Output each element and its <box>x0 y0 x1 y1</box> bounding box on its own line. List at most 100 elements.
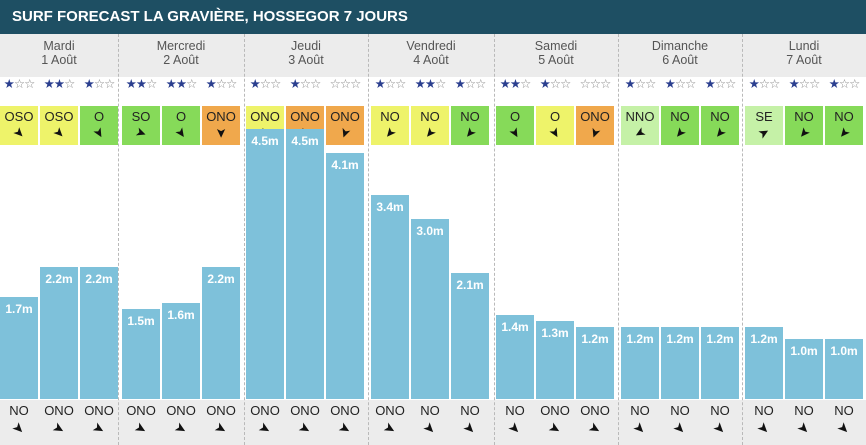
star-icon: ☆ <box>589 77 601 91</box>
wave-height-label: 4.5m <box>291 134 319 148</box>
star-icon: ★ <box>828 77 840 91</box>
rating-stars: ★☆☆ <box>825 77 863 91</box>
day-date: 4 Août <box>413 53 449 67</box>
star-icon: ☆ <box>685 77 696 91</box>
wind-arrow-icon: ➤ <box>381 124 400 143</box>
swell-direction-label: ONO <box>375 403 405 418</box>
star-icon: ★ <box>135 77 147 91</box>
star-icon: ☆ <box>600 77 611 91</box>
day-separator <box>368 34 369 445</box>
star-icon: ★ <box>424 77 436 91</box>
star-icon: ☆ <box>186 77 197 91</box>
wind-box: O ➤ <box>80 106 118 145</box>
wind-direction-label: ONO <box>330 109 360 124</box>
swell-direction-label: ONO <box>166 403 196 418</box>
star-icon: ☆ <box>350 77 361 91</box>
wave-height-label: 1.2m <box>626 332 654 346</box>
day-separator <box>494 34 495 445</box>
wave-height-label: 1.5m <box>127 314 155 328</box>
wave-height-bar <box>202 267 240 399</box>
star-icon: ☆ <box>560 77 571 91</box>
star-icon: ☆ <box>769 77 780 91</box>
day-separator <box>118 34 119 445</box>
wind-direction-label: OSO <box>4 109 34 124</box>
star-icon: ☆ <box>64 77 75 91</box>
star-icon: ☆ <box>809 77 820 91</box>
wind-direction-label: ONO <box>290 109 320 124</box>
wind-direction-label: ONO <box>250 109 280 124</box>
star-icon: ☆ <box>645 77 656 91</box>
wave-height-bar <box>122 309 160 399</box>
wind-arrow-icon: ➤ <box>10 123 29 142</box>
swell-band <box>0 400 866 445</box>
star-icon: ☆ <box>714 77 726 91</box>
wave-height-label: 1.7m <box>5 302 33 316</box>
day-date: 6 Août <box>662 53 698 67</box>
wave-height-bar <box>40 267 78 399</box>
rating-stars: ★☆☆ <box>745 77 783 91</box>
wave-height-bar <box>621 327 659 399</box>
swell-direction-label: ONO <box>44 403 74 418</box>
wind-arrow-icon: ➤ <box>835 124 854 143</box>
star-icon: ★ <box>748 77 760 91</box>
wave-height-bar <box>536 321 574 399</box>
wave-height-bar <box>371 195 409 399</box>
swell-direction-label: ONO <box>250 403 280 418</box>
wave-height-bar <box>326 153 364 399</box>
wind-box: ONO➤ <box>202 106 240 145</box>
swell-direction-label: NO <box>420 403 440 418</box>
wind-box: NO ➤ <box>451 106 489 145</box>
star-icon: ★ <box>624 77 636 91</box>
day-date: 3 Août <box>288 53 324 67</box>
star-icon: ☆ <box>13 77 25 91</box>
wind-box: NO ➤ <box>785 106 823 145</box>
wind-arrow-icon: ➤ <box>631 124 649 143</box>
star-icon: ☆ <box>226 77 237 91</box>
wind-direction-label: O <box>549 109 561 124</box>
day-name: Dimanche <box>651 39 709 53</box>
rating-stars: ★☆☆ <box>621 77 659 91</box>
rating-stars: ★☆☆ <box>202 77 240 91</box>
wave-height-label: 2.2m <box>45 272 73 286</box>
star-icon: ☆ <box>299 77 311 91</box>
wind-arrow-icon: ➤ <box>90 124 109 142</box>
rating-stars: ★☆☆ <box>246 77 284 91</box>
wave-height-label: 1.2m <box>666 332 694 346</box>
rating-stars: ★☆☆ <box>661 77 699 91</box>
wave-height-bar <box>451 273 489 399</box>
wave-height-label: 3.0m <box>416 224 444 238</box>
star-icon: ☆ <box>93 77 105 91</box>
star-icon: ★ <box>125 77 137 91</box>
wind-direction-label: O <box>175 109 187 124</box>
rating-stars: ★☆☆ <box>371 77 409 91</box>
star-icon: ★ <box>539 77 551 91</box>
wave-height-label: 1.2m <box>750 332 778 346</box>
wind-arrow-icon: ➤ <box>421 124 440 143</box>
wave-height-bar <box>576 327 614 399</box>
wind-direction-label: SO <box>131 109 151 124</box>
star-icon: ★ <box>454 77 466 91</box>
rating-stars: ★☆☆ <box>536 77 574 91</box>
wind-direction-label: NO <box>834 109 854 124</box>
star-icon: ★ <box>53 77 65 91</box>
day-date: 7 Août <box>786 53 822 67</box>
star-icon: ☆ <box>395 77 406 91</box>
star-icon: ★ <box>175 77 187 91</box>
wind-box: NNO ➤ <box>621 106 659 145</box>
wind-direction-label: ONO <box>580 109 610 124</box>
wind-direction-label: NO <box>670 109 690 124</box>
wave-height-bar <box>701 327 739 399</box>
wave-height-bar <box>785 339 823 399</box>
wind-box: O ➤ <box>162 106 200 145</box>
wind-arrow-icon: ➤ <box>795 124 814 143</box>
swell-direction-label: NO <box>794 403 814 418</box>
swell-direction-label: NO <box>754 403 774 418</box>
wind-box: NO ➤ <box>661 106 699 145</box>
rating-stars: ★☆☆ <box>286 77 324 91</box>
day-name: Mardi <box>43 39 75 53</box>
star-icon: ☆ <box>475 77 486 91</box>
wave-height-bar <box>496 315 534 399</box>
wind-direction-label: NO <box>710 109 730 124</box>
wind-arrow-icon: ➤ <box>755 123 773 142</box>
wind-box: ONO➤ <box>576 106 614 145</box>
